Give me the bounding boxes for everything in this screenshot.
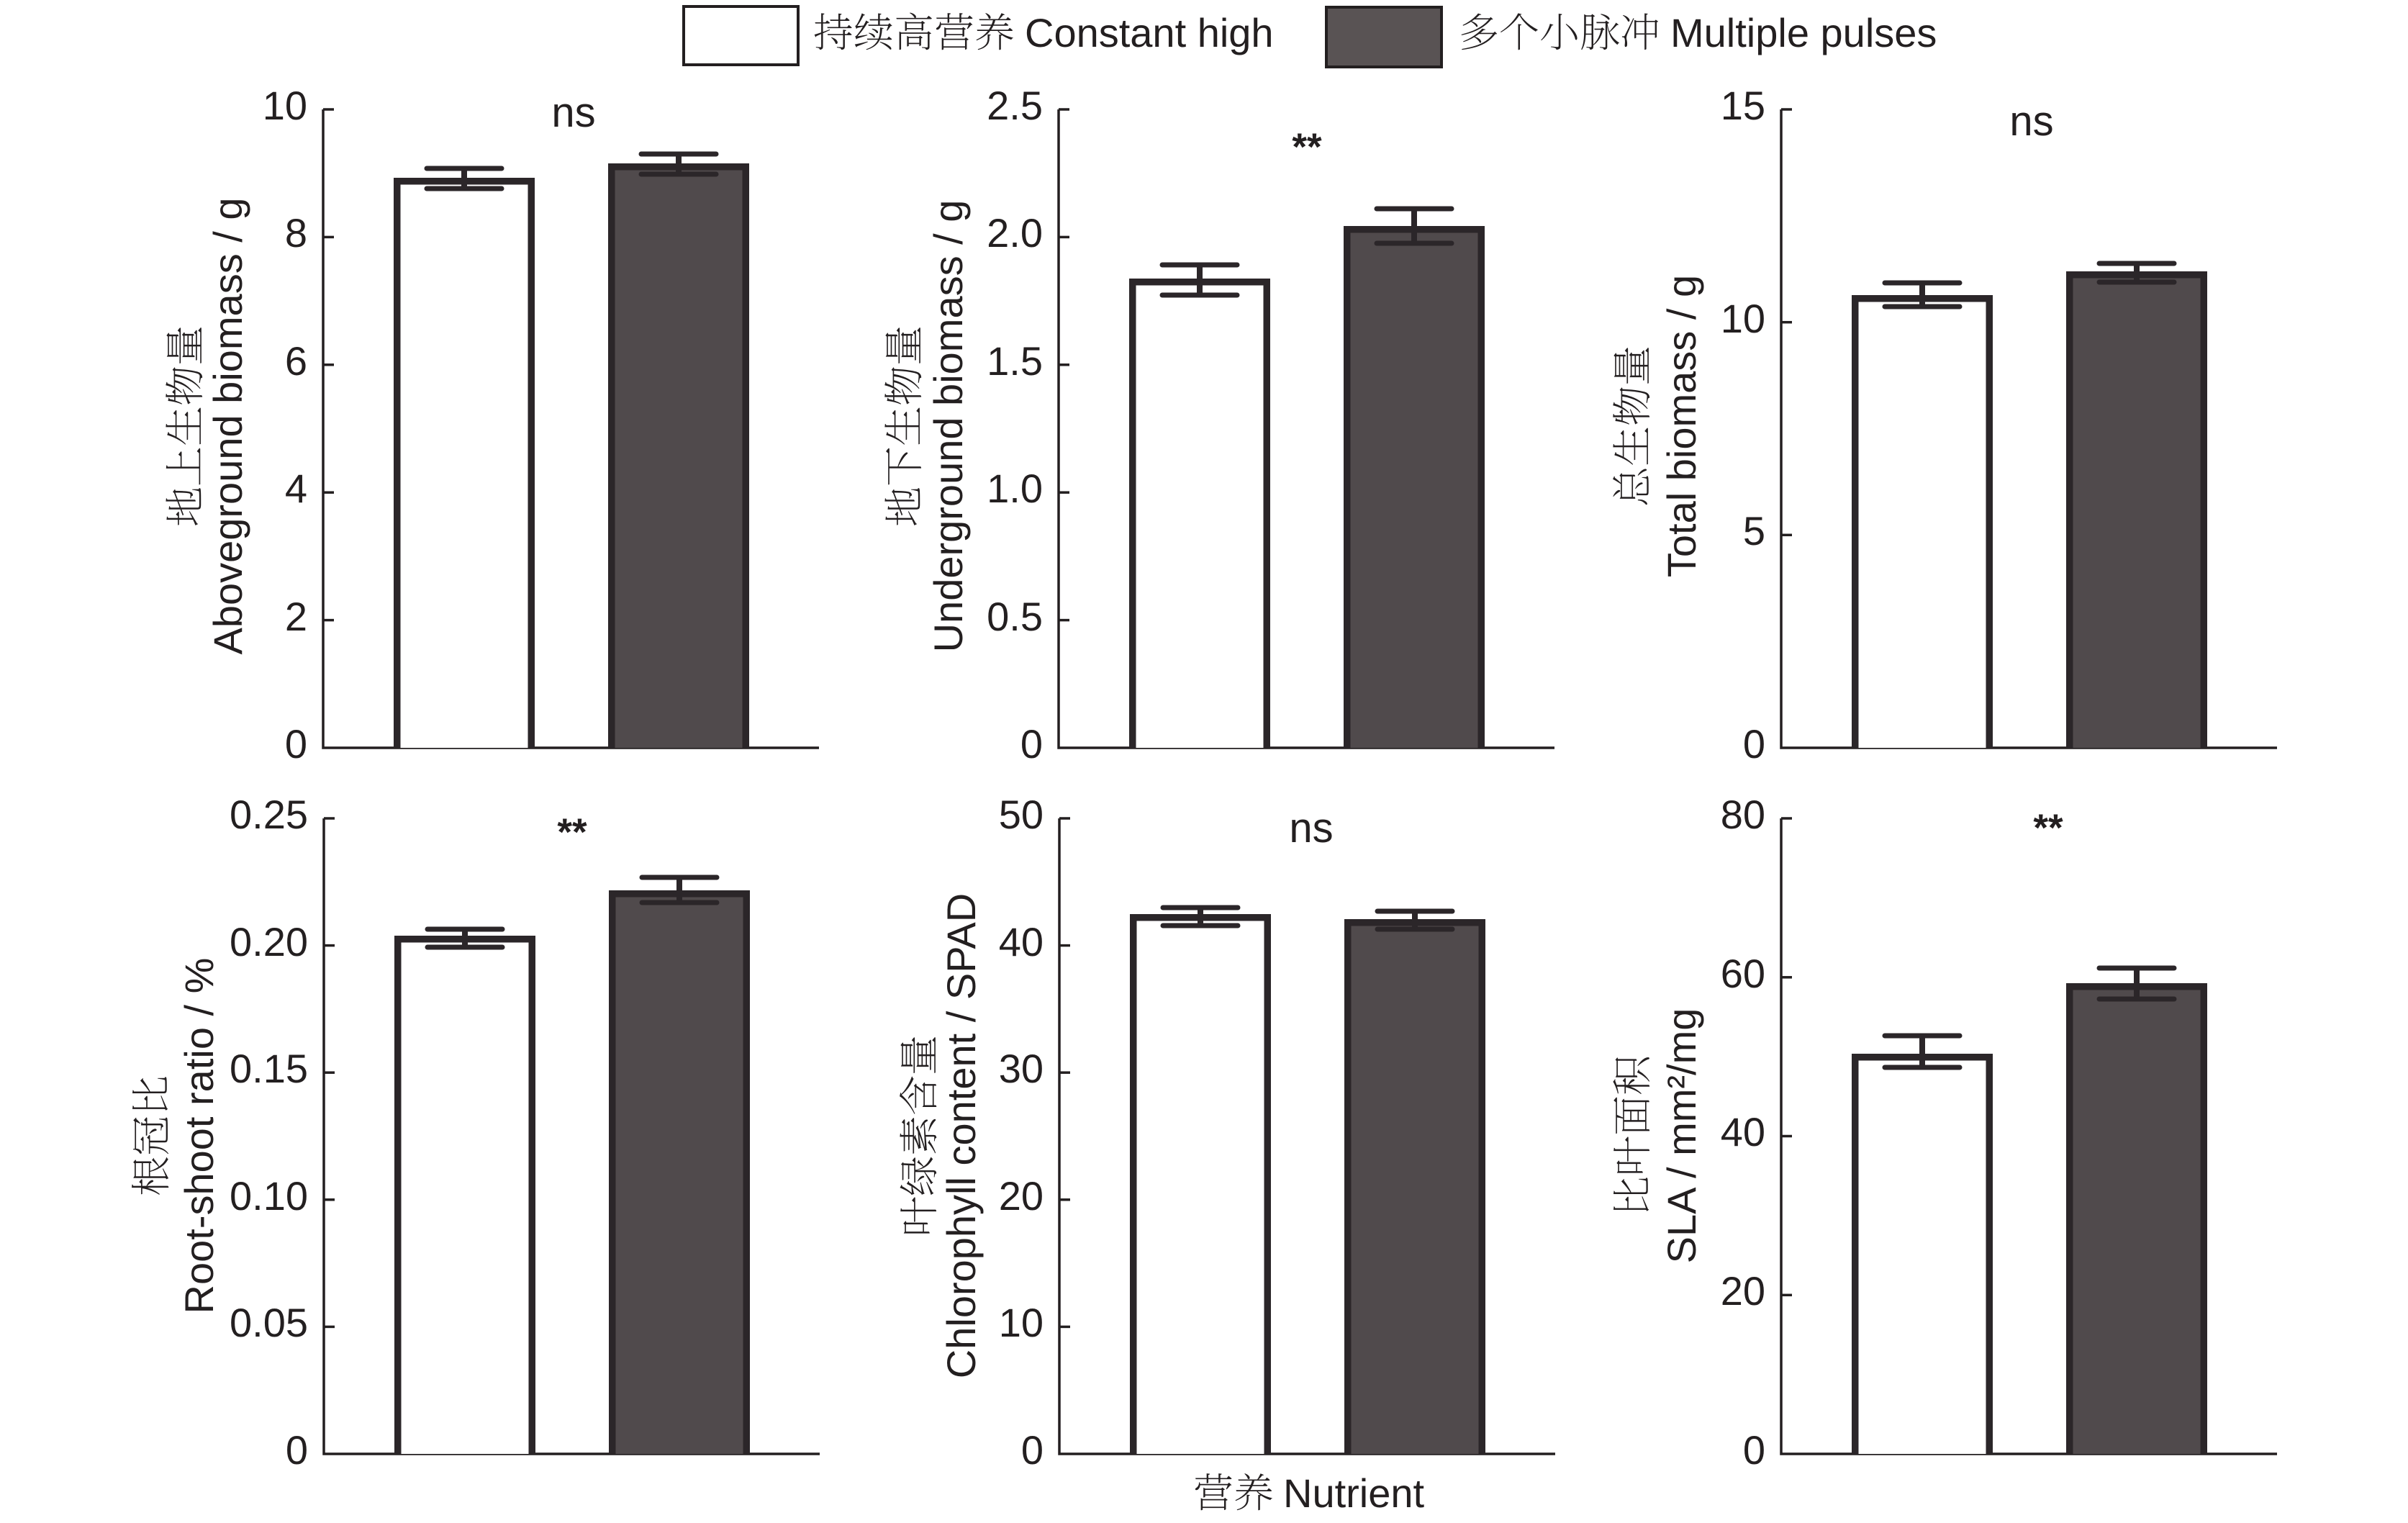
svg-text:ns: ns [2009, 98, 2053, 145]
svg-text:2: 2 [285, 594, 307, 639]
svg-text:1.0: 1.0 [987, 466, 1043, 511]
svg-text:30: 30 [999, 1046, 1044, 1091]
svg-text:80: 80 [1721, 792, 1765, 837]
svg-text:2.5: 2.5 [987, 83, 1043, 128]
svg-text:8: 8 [285, 210, 307, 256]
svg-text:20: 20 [999, 1173, 1044, 1219]
svg-text:Multiple pulses: Multiple pulses [1670, 10, 1937, 55]
svg-text:Constant high: Constant high [1025, 10, 1274, 55]
svg-text:Underground biomass / g: Underground biomass / g [925, 200, 971, 653]
svg-text:20: 20 [1721, 1268, 1765, 1314]
svg-text:0: 0 [1020, 721, 1043, 767]
svg-text:4: 4 [285, 466, 307, 511]
svg-text:Total biomass / g: Total biomass / g [1659, 275, 1704, 577]
svg-text:SLA / mm²/mg: SLA / mm²/mg [1659, 1008, 1704, 1264]
svg-text:Root-shoot ratio / %: Root-shoot ratio / % [176, 958, 222, 1314]
svg-text:10: 10 [263, 83, 307, 128]
svg-text:**: ** [2033, 807, 2063, 849]
svg-text:ns: ns [551, 89, 595, 136]
svg-text:Nutrient: Nutrient [1283, 1470, 1425, 1516]
svg-text:10: 10 [999, 1300, 1044, 1345]
svg-text:Aboveground biomass / g: Aboveground biomass / g [205, 197, 250, 654]
svg-text:60: 60 [1721, 951, 1765, 996]
svg-text:40: 40 [1721, 1109, 1765, 1154]
svg-text:0: 0 [1021, 1427, 1044, 1473]
svg-text:0: 0 [285, 721, 307, 767]
svg-text:10: 10 [1721, 296, 1765, 341]
svg-text:0: 0 [286, 1427, 308, 1473]
svg-text:0.15: 0.15 [230, 1046, 308, 1091]
svg-text:15: 15 [1721, 83, 1765, 128]
svg-text:ns: ns [1289, 805, 1333, 851]
svg-text:40: 40 [999, 919, 1044, 964]
svg-text:0.5: 0.5 [987, 594, 1043, 639]
svg-text:1.5: 1.5 [987, 338, 1043, 384]
svg-text:Chlorophyll content / SPAD: Chlorophyll content / SPAD [938, 893, 984, 1378]
svg-text:0: 0 [1743, 721, 1765, 767]
svg-text:0: 0 [1743, 1427, 1765, 1473]
svg-text:**: ** [1292, 126, 1322, 168]
svg-text:0.10: 0.10 [230, 1173, 308, 1219]
svg-text:6: 6 [285, 338, 307, 384]
svg-text:0.25: 0.25 [230, 792, 308, 837]
svg-text:5: 5 [1743, 508, 1765, 553]
svg-text:2.0: 2.0 [987, 210, 1043, 256]
svg-text:**: ** [557, 811, 587, 854]
svg-text:50: 50 [999, 792, 1044, 837]
svg-text:0.05: 0.05 [230, 1300, 308, 1345]
svg-text:0.20: 0.20 [230, 919, 308, 964]
